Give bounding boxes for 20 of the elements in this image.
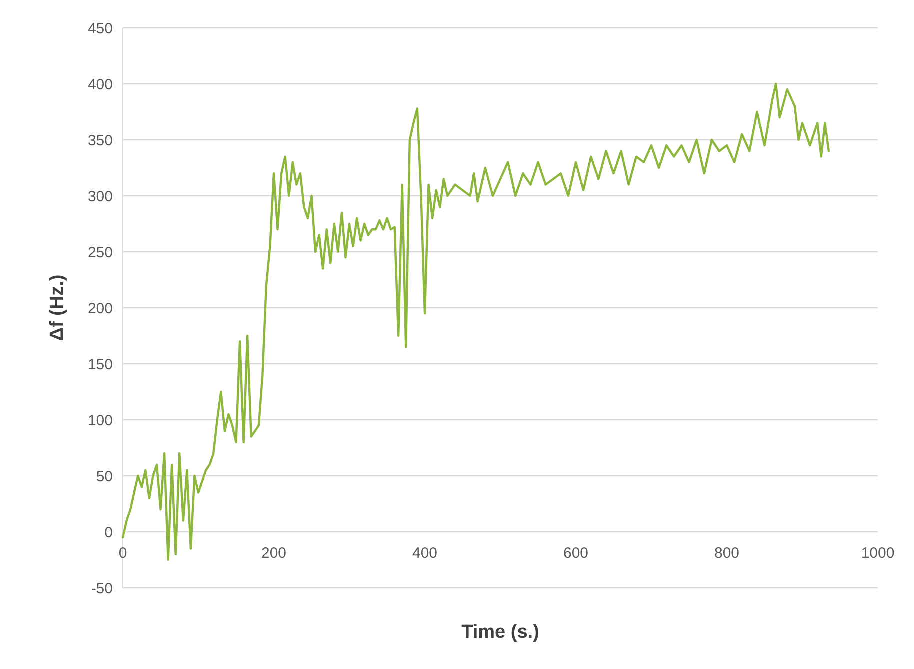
y-tick-label: 50: [96, 468, 113, 486]
y-tick-label: -50: [91, 580, 113, 598]
y-tick-label: 0: [104, 524, 113, 542]
x-tick-label: 600: [563, 545, 589, 562]
y-tick-label: 250: [88, 244, 113, 262]
y-tick-label: 150: [88, 356, 113, 374]
y-tick-label: 400: [88, 76, 113, 94]
x-tick-label: 0: [118, 545, 128, 562]
line-series: [122, 82, 830, 562]
y-tick-label: 100: [88, 412, 113, 430]
y-axis-title: Δf (Hz.): [47, 274, 68, 342]
y-tick-label: 200: [88, 300, 113, 318]
x-tick-label: 1000: [861, 545, 895, 562]
x-tick-label: 400: [412, 545, 438, 562]
y-tick-label: 350: [88, 132, 113, 150]
y-tick-label: 450: [88, 20, 113, 38]
x-axis-title: Time (s.): [462, 622, 540, 643]
y-tick-label: 300: [88, 188, 113, 206]
x-tick-label: 800: [714, 545, 740, 562]
x-tick-label: 200: [261, 545, 287, 562]
